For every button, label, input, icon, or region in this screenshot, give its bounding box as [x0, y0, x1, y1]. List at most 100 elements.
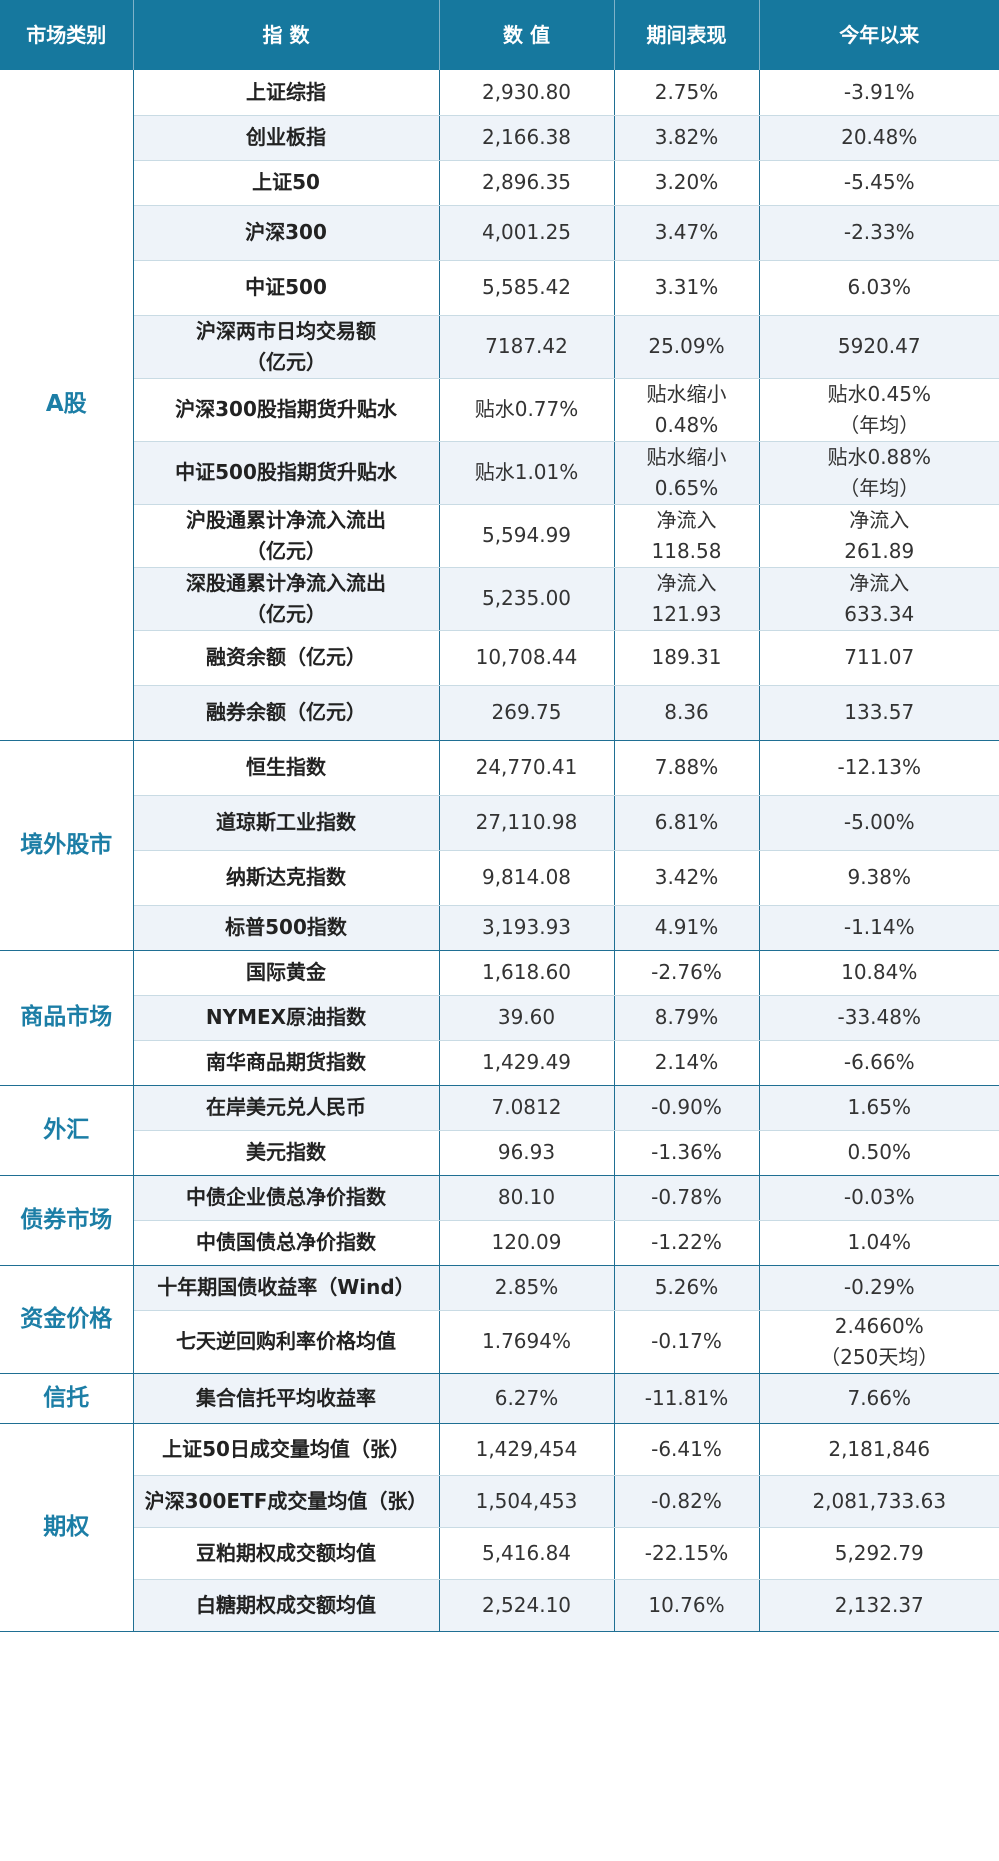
category-cell: 境外股市	[0, 740, 134, 951]
index-name-cell: 纳斯达克指数	[133, 850, 440, 906]
value-cell: 1,618.60	[439, 950, 615, 996]
header-value: 数 值	[439, 0, 615, 70]
ytd-cell: -5.45%	[759, 160, 999, 206]
category-cell: 资金价格	[0, 1265, 134, 1374]
index-name-cell: 融券余额（亿元）	[133, 685, 440, 741]
header-ytd: 今年以来	[759, 0, 999, 70]
ytd-cell: -33.48%	[759, 995, 999, 1041]
ytd-cell: 贴水0.88% （年均）	[759, 441, 999, 505]
header-index: 指 数	[133, 0, 440, 70]
period-cell: 3.31%	[614, 260, 760, 316]
index-name-cell: 沪深两市日均交易额 （亿元）	[133, 315, 440, 379]
value-cell: 39.60	[439, 995, 615, 1041]
ytd-cell: 5,292.79	[759, 1527, 999, 1580]
value-cell: 80.10	[439, 1175, 615, 1221]
value-cell: 6.27%	[439, 1373, 615, 1424]
value-cell: 7.0812	[439, 1085, 615, 1131]
value-cell: 2,896.35	[439, 160, 615, 206]
ytd-cell: -12.13%	[759, 740, 999, 796]
index-name-cell: 沪深300股指期货升贴水	[133, 378, 440, 442]
category-cell: 外汇	[0, 1085, 134, 1176]
period-cell: -0.90%	[614, 1085, 760, 1131]
index-name-cell: 沪深300ETF成交量均值（张）	[133, 1475, 440, 1528]
period-cell: -0.78%	[614, 1175, 760, 1221]
index-name-cell: 十年期国债收益率（Wind）	[133, 1265, 440, 1311]
value-cell: 贴水1.01%	[439, 441, 615, 505]
value-cell: 1,429,454	[439, 1423, 615, 1476]
period-cell: 贴水缩小 0.48%	[614, 378, 760, 442]
period-cell: 贴水缩小 0.65%	[614, 441, 760, 505]
period-cell: 3.47%	[614, 205, 760, 261]
index-name-cell: 集合信托平均收益率	[133, 1373, 440, 1424]
ytd-cell: -6.66%	[759, 1040, 999, 1086]
ytd-cell: 711.07	[759, 630, 999, 686]
table-row: 沪深300 4,001.25 3.47% -2.33%	[0, 205, 999, 261]
value-cell: 96.93	[439, 1130, 615, 1176]
table-row: 融券余额（亿元） 269.75 8.36 133.57	[0, 685, 999, 741]
index-name-cell: 道琼斯工业指数	[133, 795, 440, 851]
index-name-cell: 白糖期权成交额均值	[133, 1579, 440, 1632]
ytd-cell: 10.84%	[759, 950, 999, 996]
period-cell: -0.82%	[614, 1475, 760, 1528]
index-name-cell: 南华商品期货指数	[133, 1040, 440, 1086]
value-cell: 1.7694%	[439, 1310, 615, 1374]
ytd-cell: 2,181,846	[759, 1423, 999, 1476]
index-name-cell: 融资余额（亿元）	[133, 630, 440, 686]
value-cell: 5,594.99	[439, 504, 615, 568]
value-cell: 3,193.93	[439, 905, 615, 951]
index-name-cell: 七天逆回购利率价格均值	[133, 1310, 440, 1374]
period-cell: -11.81%	[614, 1373, 760, 1424]
period-cell: 8.79%	[614, 995, 760, 1041]
period-cell: 6.81%	[614, 795, 760, 851]
value-cell: 7187.42	[439, 315, 615, 379]
ytd-cell: 20.48%	[759, 115, 999, 161]
table-row: 白糖期权成交额均值 2,524.10 10.76% 2,132.37	[0, 1579, 999, 1632]
period-cell: 2.75%	[614, 70, 760, 116]
period-cell: 4.91%	[614, 905, 760, 951]
period-cell: -0.17%	[614, 1310, 760, 1374]
period-cell: 3.82%	[614, 115, 760, 161]
table-row: 沪深两市日均交易额 （亿元） 7187.42 25.09% 5920.47	[0, 315, 999, 379]
index-name-cell: 中证500股指期货升贴水	[133, 441, 440, 505]
table-row: 债券市场 中债企业债总净价指数 80.10 -0.78% -0.03%	[0, 1175, 999, 1266]
category-cell: 信托	[0, 1373, 134, 1424]
index-name-cell: 创业板指	[133, 115, 440, 161]
index-name-cell: 豆粕期权成交额均值	[133, 1527, 440, 1580]
period-cell: 10.76%	[614, 1579, 760, 1632]
table-row: 豆粕期权成交额均值 5,416.84 -22.15% 5,292.79	[0, 1527, 999, 1580]
category-cell: 商品市场	[0, 950, 134, 1086]
period-cell: 7.88%	[614, 740, 760, 796]
value-cell: 5,585.42	[439, 260, 615, 316]
index-name-cell: 中证500	[133, 260, 440, 316]
period-cell: 189.31	[614, 630, 760, 686]
ytd-cell: -5.00%	[759, 795, 999, 851]
index-name-cell: 标普500指数	[133, 905, 440, 951]
table-row: 沪深300ETF成交量均值（张） 1,504,453 -0.82% 2,081,733…	[0, 1475, 999, 1528]
table-row: 商品市场 国际黄金 1,618.60 -2.76% 10.84%	[0, 950, 999, 1086]
index-name-cell: 上证50	[133, 160, 440, 206]
ytd-cell: -3.91%	[759, 70, 999, 116]
index-name-cell: 沪股通累计净流入流出 （亿元）	[133, 504, 440, 568]
ytd-cell: -2.33%	[759, 205, 999, 261]
period-cell: 3.20%	[614, 160, 760, 206]
value-cell: 2.85%	[439, 1265, 615, 1311]
table-row: 美元指数 96.93 -1.36% 0.50%	[0, 1130, 999, 1176]
ytd-cell: -0.29%	[759, 1265, 999, 1311]
period-cell: 净流入 118.58	[614, 504, 760, 568]
ytd-cell: 9.38%	[759, 850, 999, 906]
value-cell: 5,235.00	[439, 567, 615, 631]
table-row: 融资余额（亿元） 10,708.44 189.31 711.07	[0, 630, 999, 686]
index-name-cell: 中债国债总净价指数	[133, 1220, 440, 1266]
table-row: 期权 上证50日成交量均值（张） 1,429,454 -6.41% 2,181,846	[0, 1423, 999, 1632]
header-period: 期间表现	[614, 0, 760, 70]
value-cell: 120.09	[439, 1220, 615, 1266]
ytd-cell: 1.65%	[759, 1085, 999, 1131]
value-cell: 4,001.25	[439, 205, 615, 261]
category-cell: A股	[0, 70, 134, 741]
value-cell: 27,110.98	[439, 795, 615, 851]
index-name-cell: 深股通累计净流入流出 （亿元）	[133, 567, 440, 631]
ytd-cell: 0.50%	[759, 1130, 999, 1176]
value-cell: 269.75	[439, 685, 615, 741]
table-row: A股 上证综指 2,930.80 2.75% -3.91%	[0, 70, 999, 741]
index-name-cell: 沪深300	[133, 205, 440, 261]
